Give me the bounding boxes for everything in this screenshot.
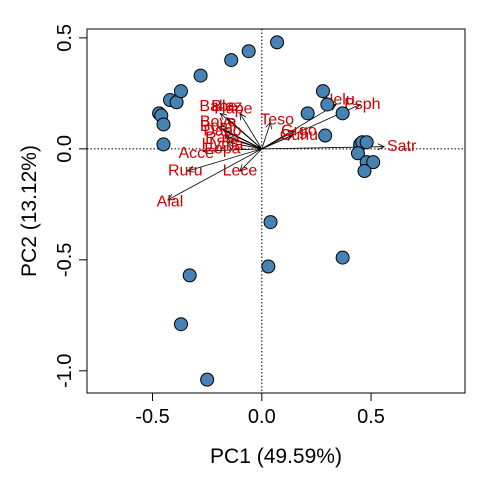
score-point (156, 137, 171, 152)
loading-arrow (186, 148, 262, 173)
x-axis-label: PC1 (49.59%) (210, 445, 342, 468)
x-tick-label: -0.5 (135, 406, 169, 428)
loading-label-boml: Boml (200, 118, 236, 135)
loading-label-fopa: Fopa (204, 140, 241, 157)
loading-label-psph: Psph (344, 96, 380, 113)
y-axis-label: PC2 (13.12%) (18, 145, 41, 277)
loading-label-grgo: Grgo (281, 123, 317, 140)
x-tick-label: 0.5 (357, 406, 385, 428)
score-point (359, 135, 374, 150)
loading-label-rara: Rara (205, 129, 240, 146)
score-point (173, 317, 188, 332)
score-point (318, 128, 333, 143)
loading-label-babe: Babe (199, 98, 236, 115)
score-point (173, 84, 188, 99)
loading-arrow (261, 121, 272, 149)
score-point (357, 164, 372, 179)
loading-arrows (167, 103, 386, 201)
loading-label-dapo: Dapo (203, 123, 241, 140)
score-point (156, 117, 171, 132)
loading-arrow (167, 148, 262, 201)
y-tick-label: -0.5 (54, 243, 76, 277)
loading-label-satr: Satr (387, 138, 417, 155)
score-point (261, 259, 276, 274)
loading-arrow (223, 130, 262, 150)
score-point (193, 68, 208, 83)
score-point (335, 250, 350, 265)
loading-arrow (225, 139, 262, 150)
x-tick-label: 0.0 (248, 406, 276, 428)
y-tick-label: -1.0 (54, 354, 76, 388)
loading-arrow (239, 148, 263, 172)
score-point (241, 44, 256, 59)
loading-label-blaz: Blaz (211, 98, 242, 115)
axes-layer: -0.5 0.0 0.5 -1.0 -0.5 0.0 0.5 (54, 24, 385, 428)
y-tick-label: 0.0 (54, 135, 76, 163)
plot-frame (86, 28, 466, 394)
score-point (366, 155, 381, 170)
loading-label-alal: Alal (157, 194, 184, 211)
score-point (200, 372, 215, 387)
loading-label-teso: Teso (260, 112, 294, 129)
score-point (320, 97, 335, 112)
score-point (350, 146, 365, 161)
loading-arrow (239, 112, 263, 150)
score-point (300, 106, 315, 121)
y-tick-label: 0.5 (54, 24, 76, 52)
loading-arrow (226, 117, 263, 150)
loading-label-lece: Lece (223, 163, 258, 180)
score-point (263, 215, 278, 230)
score-point (335, 106, 350, 121)
score-point (315, 84, 330, 99)
loading-arrow (201, 147, 262, 155)
loading-label-ruru: Ruru (168, 163, 203, 180)
loading-label-cuhu: Cuhu (280, 127, 318, 144)
score-point (224, 53, 239, 68)
score-points (152, 35, 381, 387)
loading-label-hape: Hape (214, 100, 252, 117)
loading-label-hyma: Hyma (202, 136, 244, 153)
loading-label-acce: Acce (178, 145, 214, 162)
loading-label-bove: Bove (200, 114, 237, 131)
score-point (182, 268, 197, 283)
score-point (270, 35, 285, 50)
reference-lines (87, 29, 465, 393)
